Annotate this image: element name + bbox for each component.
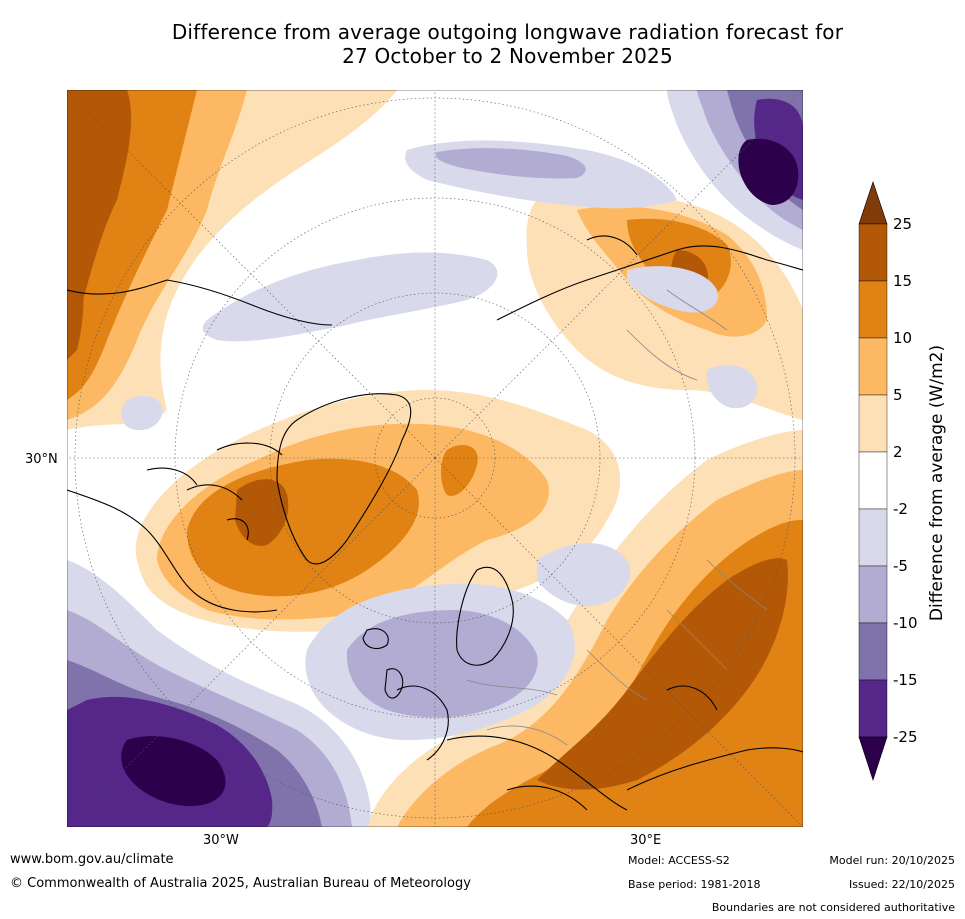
longitude-label-30w: 30°W [203, 833, 239, 848]
country-boundaries [466, 289, 768, 746]
colorbar-band-neutral [858, 451, 888, 510]
coastline-scandinavia [456, 566, 514, 666]
colorbar-band-m5-m10 [858, 565, 888, 624]
cool-anomaly-europe [305, 543, 631, 740]
coastline-asia-south [626, 685, 803, 791]
coastline-greenland [276, 393, 412, 565]
colorbar-band-10-15 [858, 280, 888, 339]
footer-issued: Issued: 22/10/2025 [848, 878, 955, 891]
colorbar-tick-5: 5 [893, 386, 903, 404]
colorbar-band-m10-m15 [858, 622, 888, 681]
meridian-135w [67, 90, 436, 459]
footer-copyright: © Commonwealth of Australia 2025, Austra… [10, 876, 471, 891]
coastline-siberia [496, 235, 803, 321]
footer-boundaries-note: Boundaries are not considered authoritat… [711, 901, 955, 914]
footer-model: Model: ACCESS-S2 [628, 854, 730, 867]
footer-website: www.bom.gov.au/climate [10, 852, 174, 867]
colorbar-tick-15: 15 [893, 272, 913, 290]
chart-title: Difference from average outgoing longwav… [0, 20, 965, 68]
graticule [67, 90, 803, 827]
colorbar-band-2-5 [858, 394, 888, 453]
meridian-45e [434, 457, 803, 827]
colorbar-tick-m15: -15 [893, 671, 918, 689]
colorbar-band-m15-m25 [858, 679, 888, 738]
coastline-europe [396, 685, 628, 811]
colorbar [858, 181, 888, 781]
colorbar-tick-10: 10 [893, 329, 913, 347]
latitude-label-30n: 30°N [25, 452, 58, 467]
colorbar-title: Difference from average (W/m2) [927, 344, 947, 622]
coastline-canadian-archipelago [146, 442, 283, 541]
footer-model-run: Model run: 20/10/2025 [829, 854, 955, 867]
cool-anomaly-southwest-corner [67, 560, 371, 827]
meridian-45w [67, 457, 436, 827]
colorbar-band-m2-m5 [858, 508, 888, 567]
coastline-uk [384, 668, 404, 699]
footer-base-period: Base period: 1981-2018 [628, 878, 761, 891]
colorbar-tick-m25: -25 [893, 728, 918, 746]
cool-anomaly-northeast-corner [667, 90, 803, 409]
title-line-2: 27 October to 2 November 2025 [342, 44, 673, 68]
colorbar-tick-25: 25 [893, 215, 913, 233]
colorbar-extend-top [858, 181, 888, 225]
warm-anomaly-northwest [67, 90, 397, 430]
longitude-label-30e: 30°E [630, 833, 662, 848]
warm-anomaly-greenland [135, 390, 621, 632]
coastlines [67, 235, 803, 811]
colorbar-tick-m10: -10 [893, 614, 918, 632]
colorbar-tick-m5: -5 [893, 557, 908, 575]
meridian-135e [434, 90, 803, 459]
colorbar-band-15-25 [858, 223, 888, 282]
coastline-north-america [67, 279, 333, 613]
title-line-1: Difference from average outgoing longwav… [171, 20, 844, 44]
colorbar-tick-m2: -2 [893, 500, 908, 518]
colorbar-band-5-10 [858, 337, 888, 396]
cool-anomaly-arctic-band [121, 140, 718, 431]
colorbar-extend-bottom [858, 736, 888, 781]
olr-anomaly-map [67, 90, 803, 827]
coastline-iceland [362, 628, 389, 650]
colorbar-tick-2: 2 [893, 443, 903, 461]
